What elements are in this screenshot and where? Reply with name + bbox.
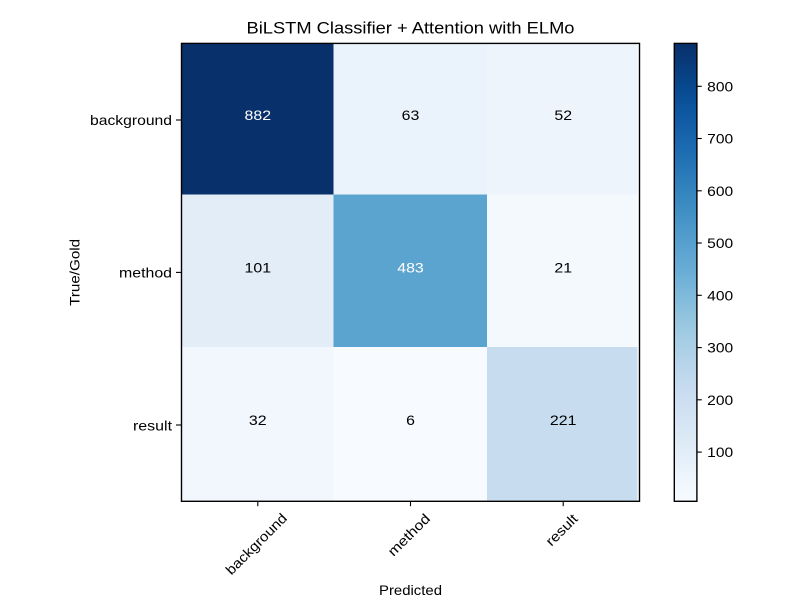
svg-text:700: 700 (707, 131, 733, 147)
svg-text:500: 500 (707, 235, 733, 251)
svg-text:101: 101 (245, 259, 272, 275)
svg-text:800: 800 (707, 78, 733, 94)
svg-text:21: 21 (554, 259, 572, 275)
svg-text:483: 483 (397, 259, 424, 275)
svg-text:BiLSTM Classifier + Attention: BiLSTM Classifier + Attention with ELMo (247, 19, 575, 38)
svg-text:background: background (90, 112, 172, 128)
svg-text:300: 300 (707, 340, 733, 356)
svg-text:221: 221 (550, 412, 577, 428)
svg-text:result: result (133, 417, 172, 433)
svg-text:882: 882 (245, 107, 272, 123)
svg-text:Predicted: Predicted (379, 582, 442, 598)
svg-text:52: 52 (554, 107, 572, 123)
svg-text:method: method (119, 265, 172, 281)
svg-text:400: 400 (707, 287, 733, 303)
svg-text:200: 200 (707, 392, 733, 408)
svg-text:6: 6 (406, 412, 415, 428)
svg-text:32: 32 (249, 412, 267, 428)
svg-text:63: 63 (402, 107, 420, 123)
svg-text:600: 600 (707, 183, 733, 199)
svg-text:True/Gold: True/Gold (66, 239, 82, 306)
svg-text:100: 100 (707, 444, 733, 460)
